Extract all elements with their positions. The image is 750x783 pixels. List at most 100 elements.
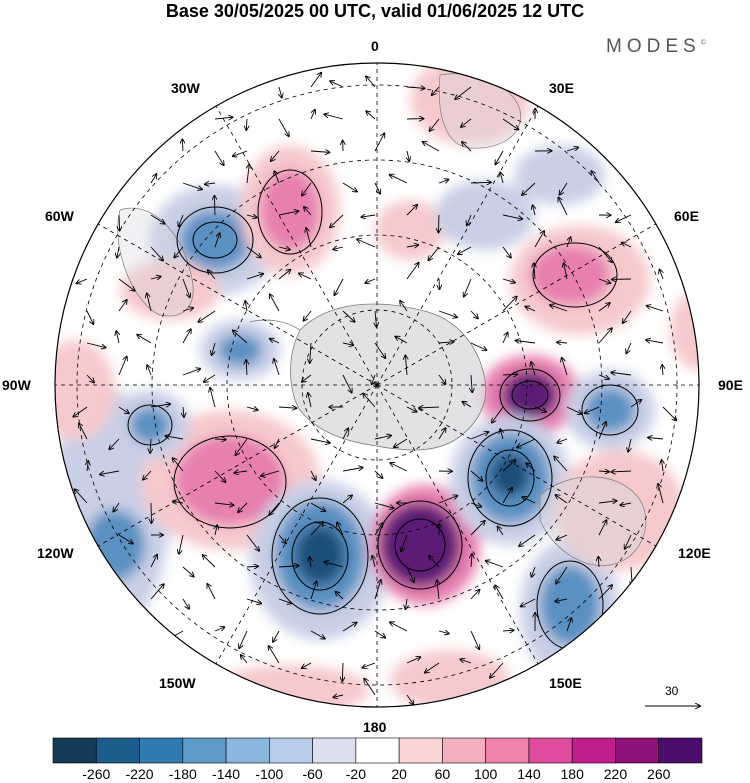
wind-vector — [182, 182, 202, 189]
wind-vector — [271, 150, 280, 161]
wind-vector — [566, 147, 578, 152]
wind-vector — [598, 501, 617, 503]
wind-vector — [247, 164, 249, 184]
wind-vector — [118, 300, 127, 312]
anomaly-cell — [530, 245, 610, 305]
wind-vector — [394, 438, 408, 447]
wind-vector — [86, 374, 94, 382]
wind-vector — [534, 231, 544, 248]
wind-vector — [174, 246, 184, 257]
wind-vector — [279, 86, 282, 98]
wind-vector — [374, 502, 394, 508]
wind-vector — [502, 488, 512, 504]
modes-logo: MODES© — [606, 36, 706, 57]
wind-vector — [526, 463, 536, 472]
wind-vector — [212, 342, 215, 355]
wind-vector — [299, 273, 312, 280]
colorbar-swatch — [269, 737, 313, 764]
wind-vector — [214, 503, 234, 505]
colorbar-swatch — [658, 737, 703, 764]
wind-vector — [406, 694, 413, 704]
wind-vector — [516, 341, 536, 343]
wind-vector — [500, 429, 503, 440]
wind-vector — [567, 237, 571, 248]
contour-line — [377, 500, 463, 590]
wind-vector — [390, 622, 408, 632]
wind-vector — [374, 580, 381, 600]
wind-vector — [557, 438, 568, 443]
wind-vector — [502, 630, 514, 631]
chart-title: Base 30/05/2025 00 UTC, valid 01/06/2025… — [165, 1, 585, 21]
wind-vector — [246, 598, 261, 604]
contour-line — [257, 169, 323, 255]
wind-vector — [458, 246, 472, 254]
wind-vector — [274, 171, 280, 184]
wind-vector — [455, 86, 472, 99]
wind-vector — [598, 303, 610, 312]
colorbar-tick-label: -260 — [82, 766, 111, 782]
wind-vector — [502, 297, 517, 312]
wind-vector — [598, 471, 609, 472]
lon-label-180: 180 — [363, 719, 387, 735]
wind-vector — [118, 357, 127, 376]
wind-vector — [374, 436, 391, 440]
wind-vector — [534, 406, 546, 412]
wind-vector — [117, 246, 119, 257]
wind-vector — [622, 243, 632, 248]
wind-vector — [147, 293, 152, 312]
wind-vector — [214, 439, 226, 440]
wind-vector — [150, 277, 161, 279]
wind-vector — [470, 432, 488, 440]
wind-vector — [662, 365, 663, 376]
wind-vector — [214, 196, 215, 216]
wind-vector — [278, 407, 296, 408]
wind-vector — [390, 463, 408, 472]
meridian-line — [376, 223, 657, 386]
anomaly-cell — [490, 453, 530, 497]
wind-vector — [662, 460, 663, 472]
lon-label-120w: 120W — [37, 545, 74, 561]
wind-vector — [235, 438, 248, 455]
wind-vector — [628, 438, 631, 452]
wind-vector — [278, 534, 286, 543]
wind-vector — [278, 598, 291, 603]
colorbar-swatch — [442, 737, 486, 764]
wind-vector — [239, 630, 248, 648]
wind-vector — [470, 342, 486, 350]
wind-vector — [342, 622, 357, 632]
wind-vector — [558, 198, 568, 216]
wind-vector — [310, 470, 316, 480]
wind-vector — [374, 630, 385, 638]
wind-vector — [150, 438, 151, 453]
wind-vector — [269, 502, 280, 515]
anomaly-cell — [218, 334, 262, 366]
contour-line — [173, 435, 287, 529]
wind-vector — [438, 631, 449, 634]
wind-vector — [556, 566, 568, 584]
wind-vector — [461, 118, 472, 127]
wind-vector — [598, 422, 606, 440]
wind-vector — [210, 388, 216, 408]
wind-vector — [233, 150, 248, 156]
wind-vector — [438, 180, 448, 183]
wind-vector — [79, 423, 88, 440]
contour-line — [192, 221, 238, 259]
colorbar-tick-label: 140 — [517, 766, 541, 782]
wind-vector — [598, 585, 612, 600]
lon-label-120e: 120E — [678, 545, 711, 561]
wind-vector — [150, 174, 156, 184]
anomaly-cell — [435, 180, 535, 250]
anomaly-cell — [175, 435, 285, 525]
colorbar-tick-label: 260 — [647, 766, 671, 782]
wind-vector — [113, 502, 120, 512]
colorbar-swatch — [615, 737, 660, 764]
anomaly-cell — [55, 340, 115, 440]
wind-vector — [310, 502, 325, 511]
wind-vector — [401, 534, 408, 551]
wind-vector — [438, 310, 457, 317]
wind-vector — [118, 534, 133, 544]
wind-vector — [492, 406, 504, 423]
wind-vector — [598, 278, 610, 283]
wind-vector — [390, 175, 408, 184]
wind-vector — [246, 360, 247, 376]
